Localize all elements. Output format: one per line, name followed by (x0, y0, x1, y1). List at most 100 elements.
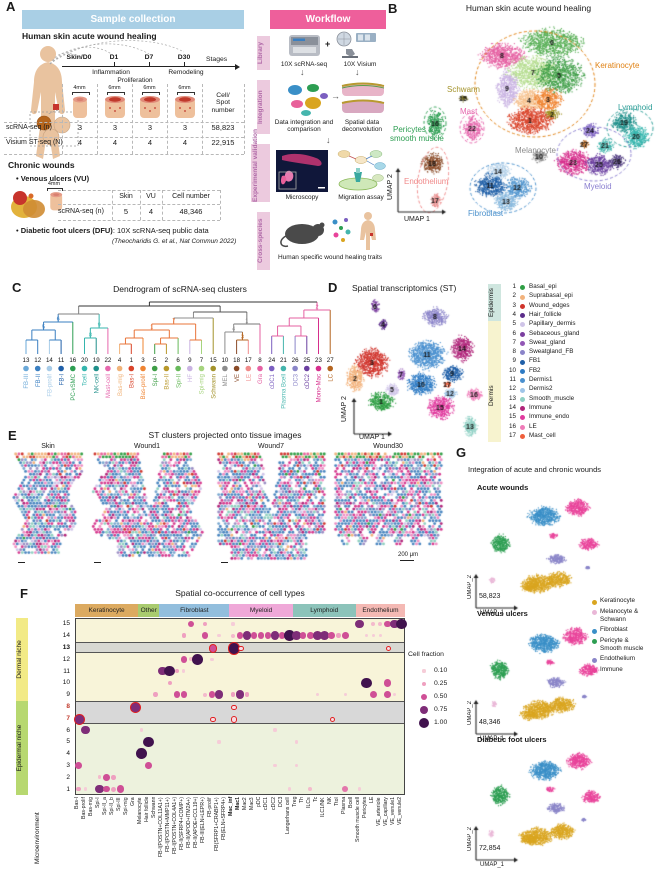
g-legend-dot (592, 657, 597, 663)
legend-number: 4 (512, 310, 516, 318)
cooccurrence-dot (143, 736, 155, 748)
cooccurrence-dot (355, 619, 364, 629)
vu-grid-line (162, 190, 163, 220)
legend-number: 12 (508, 385, 516, 393)
legend-number: 2 (512, 292, 516, 300)
column-label: Spi-mig (123, 797, 130, 815)
table-grid-line (4, 122, 244, 123)
legend-label: FB2 (529, 366, 541, 374)
cluster-dot (304, 365, 310, 372)
scalebar-label: 200 μm (398, 552, 419, 558)
row-number-3: 3 (66, 762, 70, 769)
umap-group-label: smooth muscle (390, 134, 444, 143)
dendro-text: Bas-II (165, 374, 171, 390)
cooccurrence-dot (278, 632, 286, 639)
legend-label: Wound_edges (529, 301, 570, 309)
cooccurrence-dot (103, 774, 110, 781)
dendro-text: PC-vSMC (71, 373, 77, 400)
g-legend-label: Fibroblast (600, 626, 628, 633)
cooccurrence-dot (103, 785, 110, 793)
g-legend-label: Pericyte & (600, 636, 629, 644)
legend-size-dot (418, 717, 430, 729)
skin-biopsy-icon (72, 96, 87, 118)
dendro-text: Mono-Mac (317, 374, 323, 402)
visium-icon (336, 31, 376, 58)
cell-spot-header: Cell/ Spot number (211, 92, 235, 114)
cooccurrence-dot (308, 787, 313, 791)
dendro-text: LE (247, 374, 253, 381)
cooccurrence-dot (329, 716, 335, 722)
vu-grid-line (140, 190, 141, 220)
dendro-text: 3 (141, 357, 145, 364)
legend-label: Sweatgland_FB (529, 348, 574, 356)
migration-assay-icon (337, 150, 386, 191)
g-legend-label: Melanocyte & (600, 607, 639, 615)
table-grid-line (132, 84, 133, 154)
gray-band-8-7 (75, 700, 405, 725)
deconv-label: Spatial data deconvolution (341, 119, 383, 134)
phase-label: Inflammation (92, 69, 130, 76)
cooccurrence-dot (208, 691, 216, 698)
biopsy-size-label: 6mm (108, 85, 121, 91)
legend-dot (520, 350, 525, 356)
dendrogram: 568917341213FB-III12FB-II14FB-prolif11FB… (23, 301, 334, 409)
cooccurrence-dot (158, 666, 168, 676)
dendro-text: Plasma Bcell (282, 374, 288, 409)
b-ylabel: UMAP 2 (387, 174, 394, 200)
dendro-text: Spi-mig (200, 374, 206, 394)
cooccurrence-dot (167, 680, 173, 686)
table-grid-line (62, 84, 63, 154)
g-ylabel: UMAP_2 (467, 827, 473, 852)
cell-value: 4 (147, 138, 153, 147)
vu-grid-line (112, 190, 113, 220)
d-legend: Epidermis Dermis 1 Basal_epi 2 Suprabasal_epi… (488, 282, 657, 444)
row-number-14: 14 (62, 632, 70, 640)
dendro-text: 26 (292, 357, 299, 364)
legend-label: Sweat_gland (529, 338, 566, 346)
dendro-text: DC3 (293, 373, 299, 386)
d-ylabel: UMAP 2 (341, 396, 348, 422)
row-number-10: 10 (62, 679, 70, 687)
column-label: Plasma (340, 797, 347, 815)
row-number-8: 8 (66, 703, 70, 710)
vu-value: 4 (148, 207, 154, 216)
legend-number: 10 (508, 366, 516, 374)
legend-size-label: 1.00 (434, 719, 448, 726)
size-bracket (141, 91, 160, 95)
dermis-strip: Dermis (488, 321, 501, 442)
g-legend-dot (592, 628, 597, 634)
table-grid-line (4, 137, 244, 138)
umap-group-label: Pericytes & (393, 125, 434, 134)
workflow-stage-validation: Experimental validation (251, 129, 270, 202)
legend-dot (520, 424, 525, 430)
table-grid-line (167, 84, 168, 154)
legend-dot (520, 359, 525, 365)
row-number-9: 9 (66, 691, 70, 699)
human-body-icon (29, 46, 79, 159)
dendro-text: HF (188, 374, 194, 382)
g-umap-canvas (468, 748, 603, 870)
cooccurrence-dot (153, 692, 158, 697)
cooccurrence-dot (83, 787, 88, 791)
cluster-dot (280, 365, 287, 372)
cooccurrence-dot (111, 786, 117, 792)
cooccurrence-dot (312, 631, 322, 641)
cluster-dot (187, 365, 193, 372)
cooccurrence-dot (306, 632, 314, 639)
dermis-label: Dermis (488, 385, 495, 407)
workflow-stage-cross-species: Cross-species (257, 212, 270, 270)
cooccurrence-dot (81, 725, 90, 735)
umap-group-label: Myeloid (584, 182, 612, 191)
legend-size-label: 0.50 (434, 693, 448, 700)
cooccurrence-dot (192, 653, 204, 665)
vu-value: 5 (123, 207, 129, 216)
dendro-text: 25 (303, 357, 310, 364)
tick (184, 62, 185, 67)
cluster-dot (81, 365, 88, 372)
dendro-text: FB-II (36, 374, 42, 387)
vu-bullet: • Venous ulcers (VU) (16, 174, 90, 183)
cooccurrence-dot (283, 630, 295, 642)
cooccurrence-dot (392, 693, 397, 697)
dendro-text: FB-III (24, 374, 30, 389)
